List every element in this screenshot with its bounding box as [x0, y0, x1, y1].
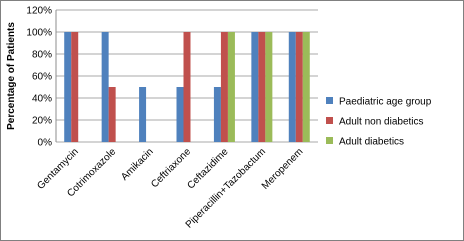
bar: [176, 87, 184, 142]
legend-swatch: [326, 117, 333, 124]
bar: [227, 32, 235, 142]
bar: [258, 32, 266, 142]
bar: [265, 32, 273, 142]
legend-label: Paediatric age group: [339, 97, 432, 108]
bar: [71, 32, 79, 142]
legend-swatch: [326, 137, 333, 144]
legend-label: Adult diabetics: [339, 137, 404, 148]
bar: [64, 32, 72, 142]
bar: [251, 32, 259, 142]
y-tick-label: 100%: [26, 28, 52, 39]
y-tick-label: 40%: [32, 94, 52, 105]
bar: [213, 87, 221, 142]
bar: [288, 32, 296, 142]
legend-label: Adult non diabetics: [339, 117, 424, 128]
y-axis-title: Percentage of Patients: [6, 22, 17, 130]
y-tick-label: 120%: [26, 6, 52, 17]
bar: [139, 87, 147, 142]
bar: [101, 32, 109, 142]
bar: [183, 32, 191, 142]
y-tick-label: 20%: [32, 116, 52, 127]
bar: [108, 87, 116, 142]
bar: [302, 32, 310, 142]
y-tick-label: 0%: [38, 138, 53, 149]
bar: [220, 32, 228, 142]
y-tick-label: 60%: [32, 72, 52, 83]
y-tick-label: 80%: [32, 50, 52, 61]
bar: [295, 32, 303, 142]
legend-swatch: [326, 97, 333, 104]
